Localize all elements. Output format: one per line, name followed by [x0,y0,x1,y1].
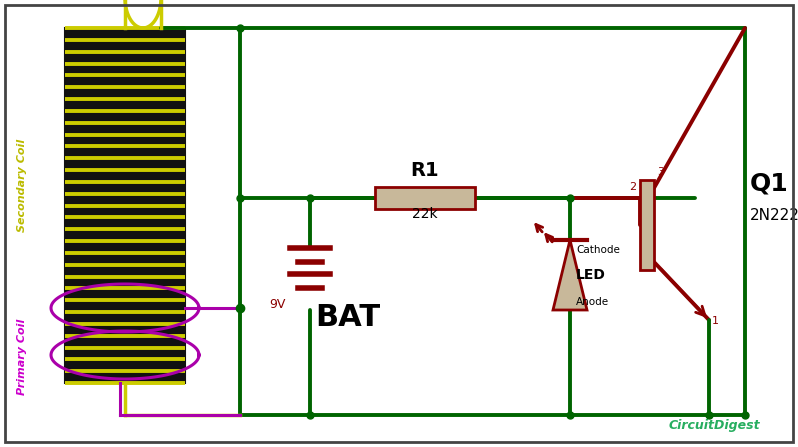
Text: CircuitDigest: CircuitDigest [669,419,760,432]
Bar [375,187,475,209]
Text: Cathode: Cathode [576,245,620,255]
Polygon shape [553,240,587,310]
Text: 3: 3 [657,167,664,177]
Text: 1: 1 [712,316,719,326]
Text: 22k: 22k [413,207,438,221]
Text: 2: 2 [629,182,636,192]
Text: Q1: Q1 [750,171,788,195]
Bar [640,180,654,270]
Text: 2N2222: 2N2222 [750,208,798,223]
Text: LED: LED [576,268,606,282]
Text: R1: R1 [411,161,440,180]
Text: Anode: Anode [576,297,609,307]
Text: BAT: BAT [315,303,380,332]
Text: Primary Coil: Primary Coil [17,318,27,395]
Text: Secondary Coil: Secondary Coil [17,139,27,232]
Text: 9V: 9V [270,298,286,311]
Bar [65,28,185,383]
